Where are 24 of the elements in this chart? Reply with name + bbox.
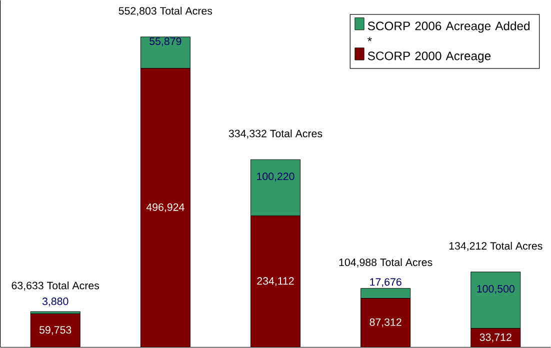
data-label: 59,753	[39, 326, 72, 336]
bar	[360, 298, 411, 348]
data-label: 87,312	[370, 318, 402, 328]
data-label: 496,924	[146, 204, 184, 212]
bar	[250, 216, 300, 348]
data-label: 33,712	[480, 334, 512, 342]
data-label: 17,676	[370, 278, 402, 288]
bar	[360, 288, 411, 299]
data-label: 3,880	[42, 298, 68, 307]
total-label: 104,988 Total Acres	[339, 258, 432, 268]
bar	[250, 160, 300, 216]
legend-label: SCORP 2000 Acreage	[368, 52, 491, 63]
bar	[30, 314, 80, 348]
data-label: 55,879	[150, 38, 182, 46]
data-label: 100,500	[477, 285, 514, 294]
data-label: 234,112	[257, 277, 294, 286]
total-label: 63,633 Total Acres	[12, 282, 100, 291]
legend-label: SCORP 2006 Acreage Added *	[368, 22, 530, 42]
bar	[470, 328, 521, 348]
total-label: 134,212 Total Acres	[449, 242, 542, 252]
total-label: 552,803 Total Acres	[118, 7, 212, 16]
data-label: 100,220	[257, 172, 294, 182]
bar	[140, 68, 190, 348]
total-label: 334,332 Total Acres	[228, 130, 322, 139]
